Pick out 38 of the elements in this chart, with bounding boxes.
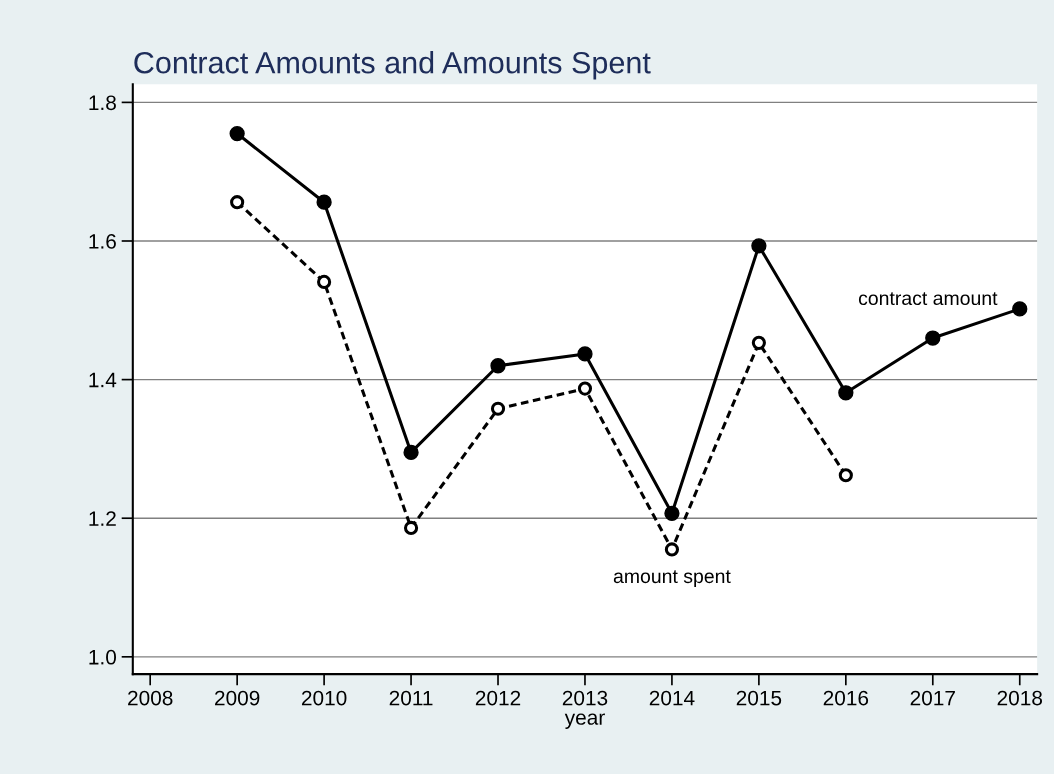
y-tick-label: 1.8 [89, 95, 116, 111]
point [316, 194, 332, 210]
x-tick-label: 2009 [215, 690, 260, 706]
point [317, 274, 332, 289]
x-tick-label: 2010 [301, 690, 347, 706]
x-tick-label: 2015 [736, 690, 782, 706]
point [838, 468, 853, 483]
x-tick-label: 2014 [649, 690, 695, 706]
point [925, 330, 941, 346]
x-tick-label: 2008 [128, 690, 173, 706]
x-tick-label: 2016 [823, 690, 869, 706]
y-tick-label: 1.4 [89, 372, 117, 388]
y-tick-label: 1.2 [89, 511, 116, 526]
point [751, 238, 767, 254]
y-tick-label: 1.0 [89, 649, 117, 665]
point [490, 358, 506, 374]
point [838, 385, 854, 401]
x-tick-label: 2011 [389, 690, 433, 706]
point [751, 335, 766, 350]
point [664, 505, 680, 522]
point [1012, 301, 1028, 317]
point [577, 346, 593, 362]
point [664, 542, 680, 557]
y-tick-label: 1.6 [89, 234, 116, 249]
series-label: amount spent [613, 570, 731, 587]
x-axis-title: year [564, 713, 605, 729]
x-tick-label: 2012 [475, 690, 521, 706]
point [230, 195, 245, 210]
chart-title: Contract Amounts and Amounts Spent [134, 51, 651, 80]
point [403, 520, 419, 535]
series-label: contract amount [858, 292, 998, 306]
x-tick-label: 2017 [910, 690, 955, 706]
point [403, 444, 419, 461]
point [490, 401, 506, 416]
point [229, 125, 245, 142]
x-tick-label: 2018 [997, 690, 1043, 706]
point [577, 381, 593, 396]
x-tick-label: 2013 [562, 690, 608, 706]
